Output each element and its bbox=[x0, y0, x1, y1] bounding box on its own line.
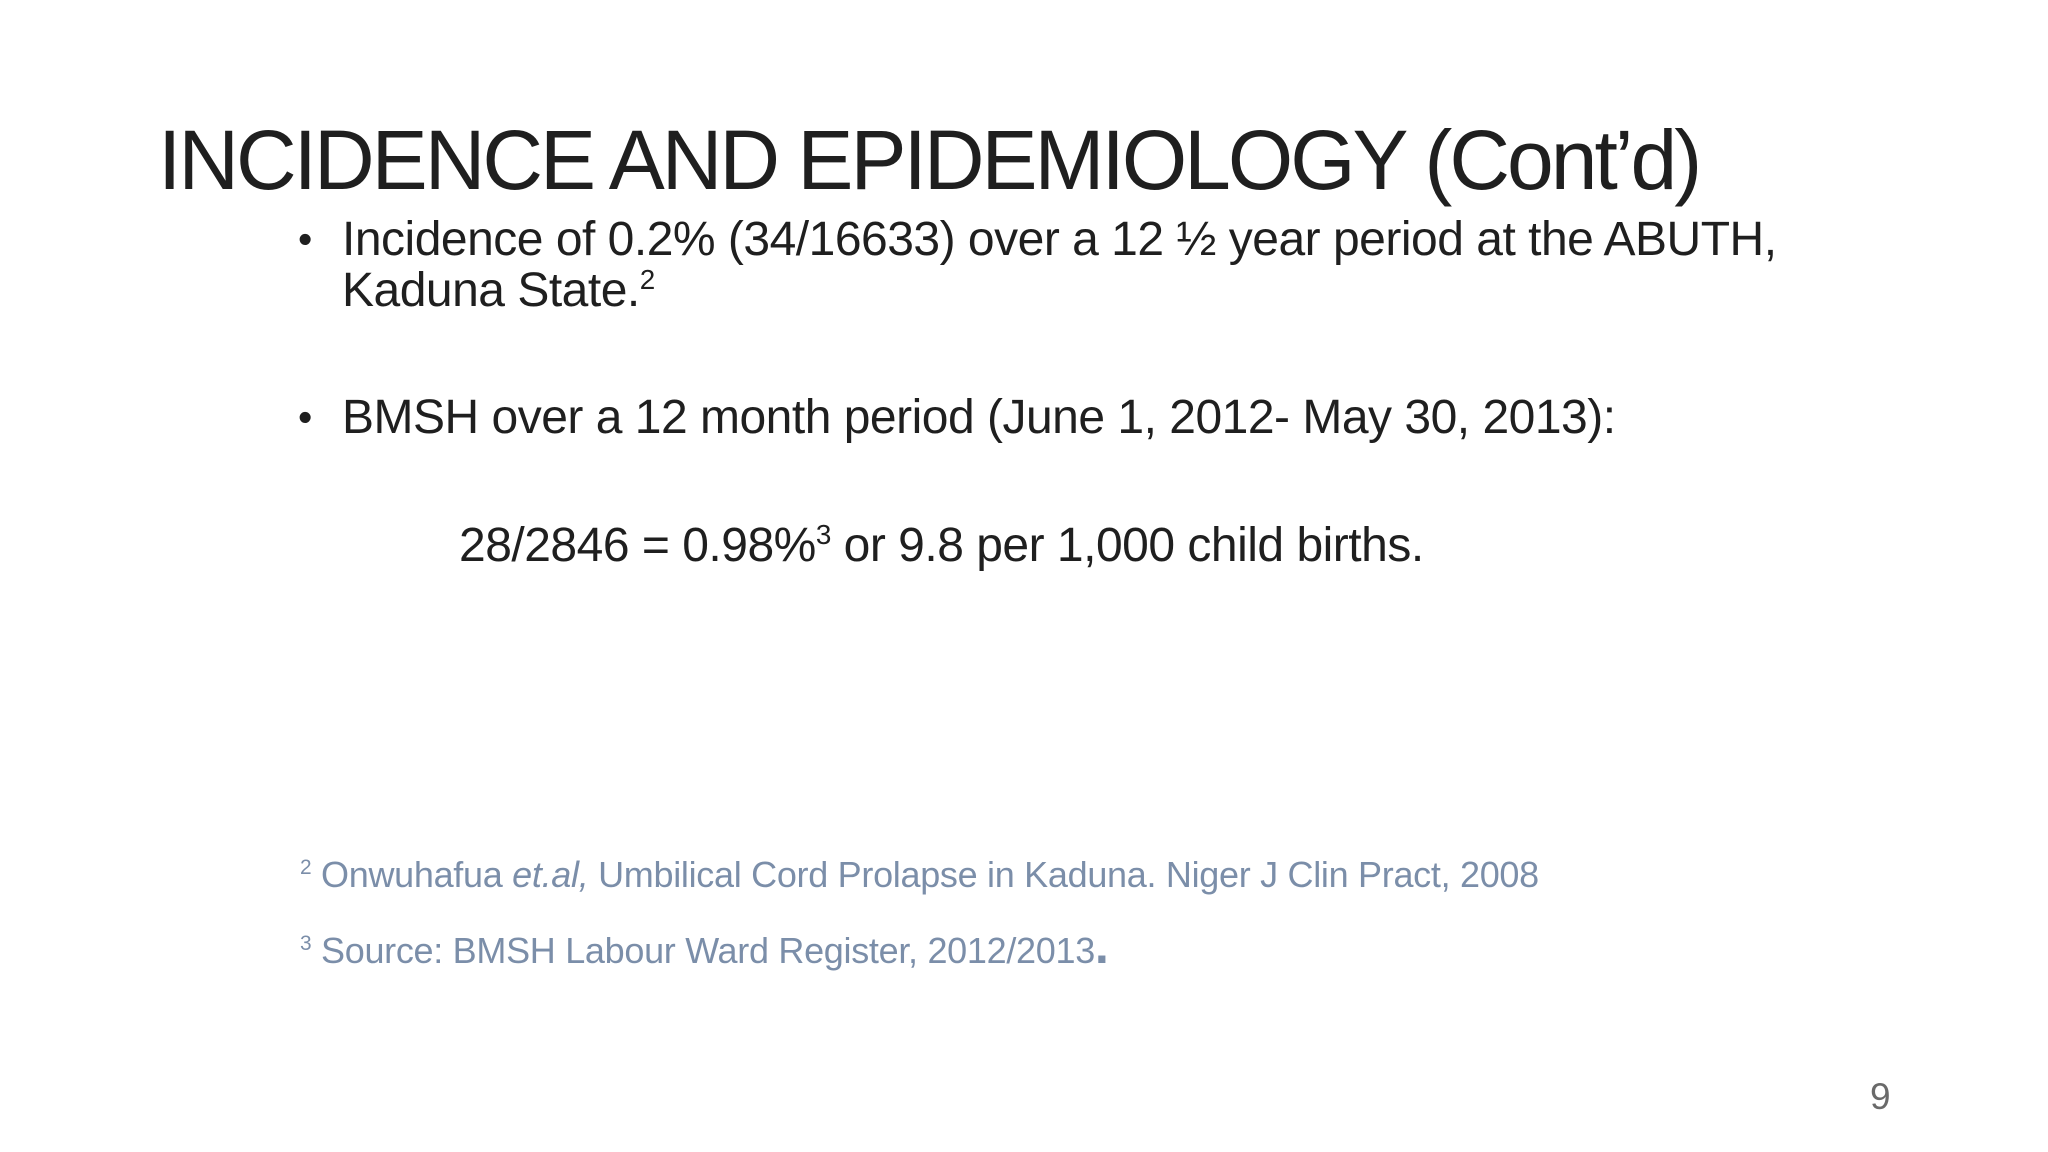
footnote-3: 3 Source: BMSH Labour Ward Register, 201… bbox=[300, 920, 1109, 972]
statistic-lead: 28/2846 = 0.98% bbox=[459, 519, 816, 572]
footnote-3-superscript: 3 bbox=[300, 932, 312, 955]
bullet-incidence-line2: Kaduna State.2 bbox=[342, 265, 1777, 316]
page-number: 9 bbox=[1870, 1076, 1891, 1117]
footnote-2-etal: et.al, bbox=[512, 854, 589, 895]
slide-title: INCIDENCE AND EPIDEMIOLOGY (Cont’d) bbox=[158, 113, 1702, 207]
bullet-bmsh-text: BMSH over a 12 month period (June 1, 201… bbox=[342, 391, 1616, 444]
bullet-item-bmsh: • BMSH over a 12 month period (June 1, 2… bbox=[298, 391, 1938, 444]
footnote-2-superscript: 2 bbox=[300, 856, 312, 879]
bullet-icon: • bbox=[298, 394, 312, 440]
bullet-incidence-line1: Incidence of 0.2% (34/16633) over a 12 ½… bbox=[342, 213, 1777, 266]
footnote-3-source: Source: BMSH Labour Ward Register, 2012/… bbox=[321, 930, 1095, 971]
footnote-ref-2-superscript: 2 bbox=[639, 264, 655, 296]
bullet-incidence-text: Incidence of 0.2% (34/16633) over a 12 ½… bbox=[342, 214, 1777, 317]
footnote-3-period: . bbox=[1094, 917, 1109, 974]
bullet-incidence-line2-text: Kaduna State. bbox=[342, 264, 640, 318]
statistic-tail: or 9.8 per 1,000 child births. bbox=[843, 519, 1425, 572]
footnote-2-author: Onwuhafua bbox=[321, 854, 503, 895]
footnote-ref-3-superscript: 3 bbox=[815, 519, 831, 550]
footnote-2: 2 Onwuhafua et.al, Umbilical Cord Prolap… bbox=[300, 854, 1539, 896]
footnote-2-citation: Umbilical Cord Prolapse in Kaduna. Niger… bbox=[598, 854, 1539, 895]
bullet-icon: • bbox=[298, 216, 312, 262]
statistic-line: 28/2846 = 0.98%3 or 9.8 per 1,000 child … bbox=[459, 518, 1424, 573]
bullet-item-incidence: • Incidence of 0.2% (34/16633) over a 12… bbox=[298, 214, 1858, 317]
